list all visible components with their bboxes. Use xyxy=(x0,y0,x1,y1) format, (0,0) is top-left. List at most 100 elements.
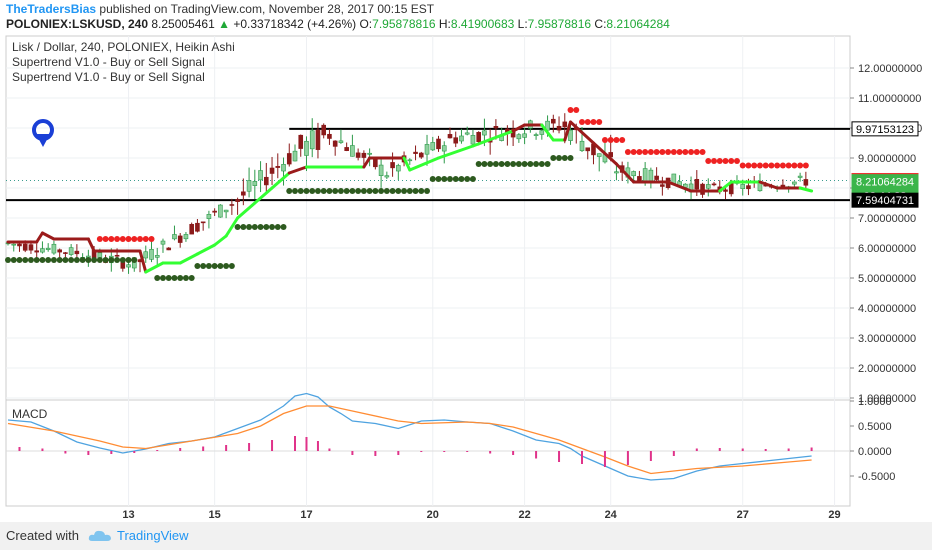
time-axis[interactable]: 13 15 17 20 22 24 27 29 xyxy=(122,509,840,521)
candle-body xyxy=(539,130,545,135)
supertrend-dot xyxy=(251,224,258,230)
supertrend-segment xyxy=(236,201,257,220)
supertrend-dot xyxy=(688,149,695,155)
supertrend-dot xyxy=(274,224,281,230)
supertrend-dot xyxy=(125,236,132,242)
supertrend-segment xyxy=(195,243,217,256)
supertrend-dot xyxy=(739,162,746,169)
price-tick-label: 12.00000000 xyxy=(858,63,922,75)
candle-body xyxy=(648,169,654,182)
candle-body xyxy=(367,152,372,155)
candle-body xyxy=(556,125,562,131)
publish-info: TheTradersBias published on TradingView.… xyxy=(6,2,434,16)
candle-body xyxy=(246,180,252,192)
candle-body xyxy=(407,159,413,162)
chart-area[interactable]: 1.00000000 2.00000000 3.00000000 4.00000000… xyxy=(0,34,932,522)
candle-body xyxy=(694,179,700,190)
candle-body xyxy=(464,132,470,135)
supertrend-dot xyxy=(676,149,683,155)
author-link[interactable]: TheTradersBias xyxy=(6,2,97,16)
supertrend-dot xyxy=(653,149,660,155)
supertrend-dot xyxy=(33,257,40,263)
macd-histogram-bar xyxy=(328,448,331,451)
time-tick-label: 15 xyxy=(209,509,221,521)
supertrend-dot xyxy=(188,275,195,281)
supertrend-dot xyxy=(56,257,63,263)
supertrend-dot xyxy=(579,119,585,125)
supertrend-dot xyxy=(441,176,448,182)
time-tick-label: 24 xyxy=(605,509,618,521)
supertrend-dot xyxy=(481,161,488,167)
supertrend-segment xyxy=(138,249,148,274)
supertrend-dot xyxy=(280,224,287,230)
supertrend-segment xyxy=(758,180,779,190)
supertrend-dot xyxy=(211,263,218,269)
open-value: 7.95878816 xyxy=(372,17,436,31)
price-axis[interactable]: 1.00000000 2.00000000 3.00000000 4.00000000… xyxy=(850,63,922,405)
supertrend-dot xyxy=(774,162,781,169)
supertrend-dot xyxy=(45,257,52,263)
candle-body xyxy=(315,129,321,150)
supertrend-segment xyxy=(408,156,440,172)
supertrend-segment xyxy=(540,123,555,142)
supertrend-segment xyxy=(224,216,240,238)
supertrend-dot xyxy=(498,161,505,167)
supertrend-segment xyxy=(287,165,308,175)
candle-body xyxy=(700,183,705,195)
macd-histogram-bar xyxy=(294,436,296,451)
supertrend-dot xyxy=(527,161,534,167)
candle-body xyxy=(126,264,131,268)
candle-body xyxy=(223,209,229,213)
supertrend-dot xyxy=(446,176,453,182)
supertrend-dot xyxy=(355,188,362,194)
macd-pane[interactable] xyxy=(5,399,851,507)
chart-title: Lisk / Dollar, 240, POLONIEX, Heikin Ash… xyxy=(12,40,235,54)
candle-body xyxy=(195,222,200,232)
macd-label: MACD xyxy=(12,407,48,421)
price-tags: 9.971531238.250306798.2106428402:44:287.… xyxy=(851,121,919,208)
candle-body xyxy=(631,171,636,177)
candle-body xyxy=(172,234,177,240)
price-tick-label: 2.00000000 xyxy=(858,363,916,375)
supertrend-line xyxy=(6,120,814,274)
price-tick-label: 9.00000000 xyxy=(858,153,916,165)
macd-axis[interactable]: 1.0000 0.5000 0.0000 -0.5000 xyxy=(850,396,895,483)
candle-body xyxy=(361,152,367,158)
candle-body xyxy=(533,134,539,136)
supertrend-dot xyxy=(349,188,356,194)
macd-histogram-bar xyxy=(741,448,744,451)
supertrend-segment xyxy=(178,252,199,265)
candle-body xyxy=(418,152,424,158)
candle-body xyxy=(51,243,57,254)
candle-body xyxy=(441,145,447,152)
supertrend-dot xyxy=(487,161,494,167)
candle-body xyxy=(34,250,40,253)
macd-histogram-bar xyxy=(316,441,319,451)
supertrend-dot xyxy=(223,263,230,269)
supertrend-dot xyxy=(91,257,98,263)
supertrend-dot xyxy=(228,263,235,269)
supertrend-dot xyxy=(785,162,792,169)
price-tick-label: 7.00000000 xyxy=(858,213,916,225)
supertrend-dot xyxy=(383,188,390,194)
candle-body xyxy=(160,240,166,245)
macd-histogram-bar xyxy=(649,451,652,461)
map-pin-icon[interactable] xyxy=(32,119,54,147)
candle-body xyxy=(166,247,172,251)
time-tick-label: 27 xyxy=(737,509,749,521)
supertrend-dot xyxy=(50,257,57,263)
supertrend-dot xyxy=(257,224,264,230)
supertrend-dot xyxy=(716,158,723,164)
supertrend-dot xyxy=(286,188,293,194)
supertrend-dot xyxy=(613,137,620,143)
supertrend-dot xyxy=(607,137,614,143)
supertrend-dot xyxy=(119,257,126,263)
tradingview-link[interactable]: TradingView xyxy=(117,528,189,543)
candle-body xyxy=(252,181,258,186)
candle-body xyxy=(22,243,28,251)
supertrend-dot xyxy=(601,137,608,143)
low-label: L: xyxy=(517,17,528,31)
price-tick-label: 6.00000000 xyxy=(858,243,916,255)
supertrend-segment xyxy=(471,129,515,148)
supertrend-dot xyxy=(240,224,247,230)
